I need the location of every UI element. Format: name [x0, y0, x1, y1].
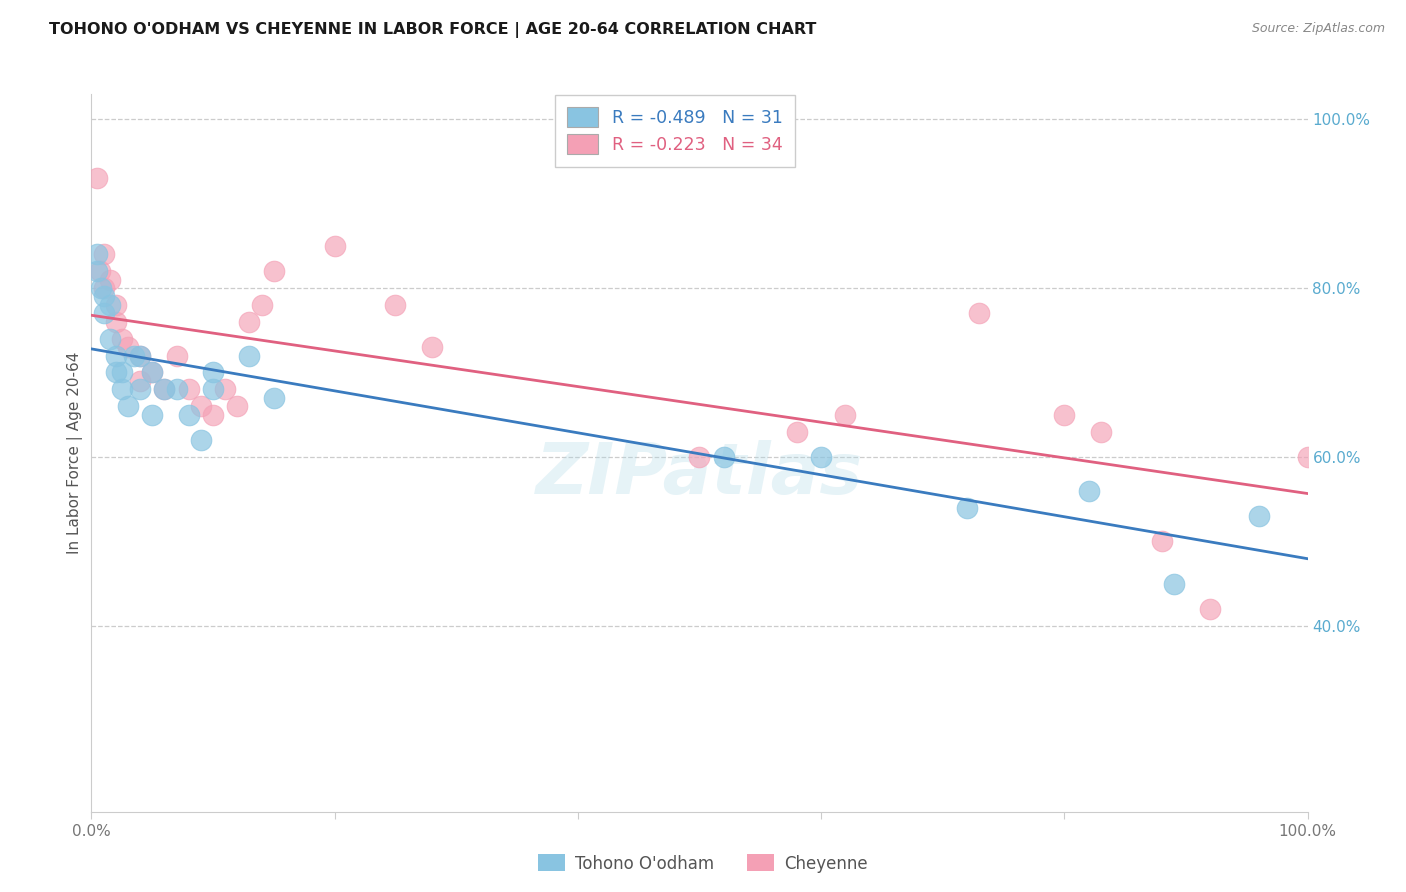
Point — [214, 382, 236, 396]
Point — [786, 425, 808, 439]
Point — [122, 349, 145, 363]
Point — [1150, 534, 1173, 549]
Point — [202, 366, 225, 380]
Point — [177, 382, 200, 396]
Point — [238, 349, 260, 363]
Point — [111, 382, 134, 396]
Point — [166, 349, 188, 363]
Point — [104, 366, 127, 380]
Point — [834, 408, 856, 422]
Point — [117, 340, 139, 354]
Point — [967, 306, 990, 320]
Point — [250, 298, 273, 312]
Point — [1247, 509, 1270, 524]
Point — [166, 382, 188, 396]
Point — [263, 391, 285, 405]
Point — [202, 408, 225, 422]
Point — [1090, 425, 1112, 439]
Point — [810, 450, 832, 464]
Point — [323, 238, 346, 252]
Point — [129, 349, 152, 363]
Point — [713, 450, 735, 464]
Point — [129, 349, 152, 363]
Point — [420, 340, 443, 354]
Point — [238, 315, 260, 329]
Point — [111, 332, 134, 346]
Text: Source: ZipAtlas.com: Source: ZipAtlas.com — [1251, 22, 1385, 36]
Point — [190, 399, 212, 413]
Point — [688, 450, 710, 464]
Point — [153, 382, 176, 396]
Point — [93, 281, 115, 295]
Point — [98, 332, 121, 346]
Point — [141, 366, 163, 380]
Legend: R = -0.489   N = 31, R = -0.223   N = 34: R = -0.489 N = 31, R = -0.223 N = 34 — [555, 95, 796, 167]
Point — [86, 264, 108, 278]
Point — [1053, 408, 1076, 422]
Point — [384, 298, 406, 312]
Point — [177, 408, 200, 422]
Y-axis label: In Labor Force | Age 20-64: In Labor Force | Age 20-64 — [67, 351, 83, 554]
Point — [129, 382, 152, 396]
Point — [98, 298, 121, 312]
Point — [111, 366, 134, 380]
Point — [86, 247, 108, 261]
Point — [141, 408, 163, 422]
Point — [90, 281, 112, 295]
Point — [117, 399, 139, 413]
Point — [226, 399, 249, 413]
Point — [1199, 602, 1222, 616]
Point — [104, 349, 127, 363]
Text: ZIPatlas: ZIPatlas — [536, 440, 863, 508]
Point — [129, 374, 152, 388]
Point — [141, 366, 163, 380]
Point — [86, 171, 108, 186]
Point — [89, 264, 111, 278]
Point — [263, 264, 285, 278]
Point — [190, 433, 212, 447]
Point — [202, 382, 225, 396]
Text: TOHONO O'ODHAM VS CHEYENNE IN LABOR FORCE | AGE 20-64 CORRELATION CHART: TOHONO O'ODHAM VS CHEYENNE IN LABOR FORC… — [49, 22, 817, 38]
Point — [93, 306, 115, 320]
Point — [956, 500, 979, 515]
Point — [93, 247, 115, 261]
Point — [104, 298, 127, 312]
Point — [93, 289, 115, 303]
Legend: Tohono O'odham, Cheyenne: Tohono O'odham, Cheyenne — [531, 847, 875, 880]
Point — [98, 272, 121, 286]
Point — [1077, 483, 1099, 498]
Point — [104, 315, 127, 329]
Point — [153, 382, 176, 396]
Point — [1296, 450, 1319, 464]
Point — [1163, 576, 1185, 591]
